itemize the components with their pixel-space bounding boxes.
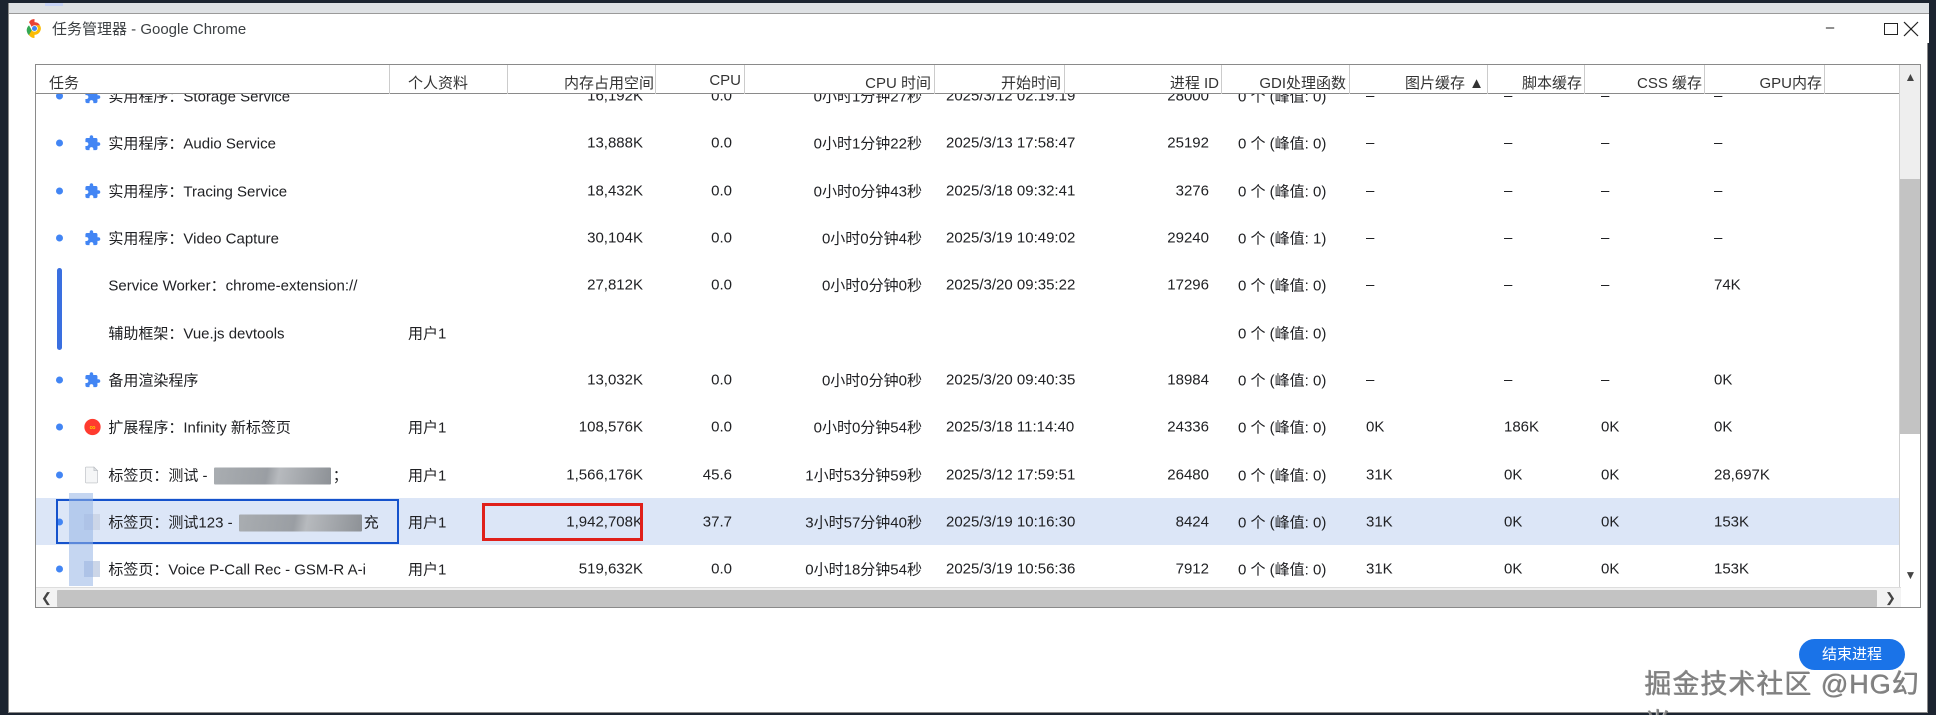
svg-text:∞: ∞ <box>89 422 95 432</box>
